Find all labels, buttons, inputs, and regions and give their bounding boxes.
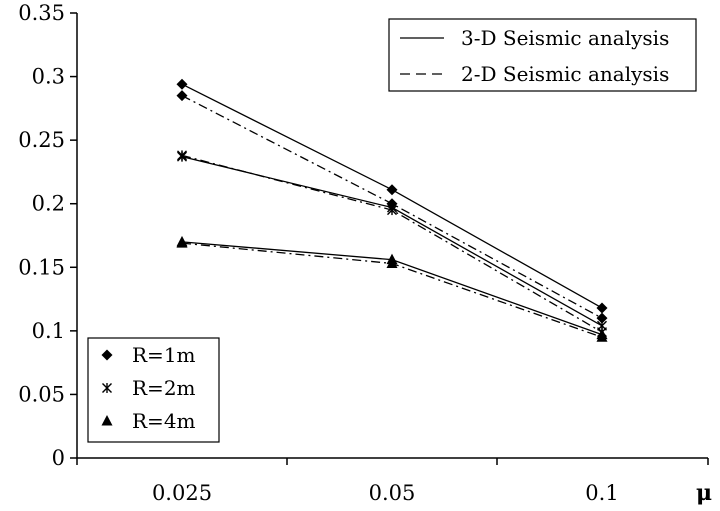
- y-tick-label: 0.2: [32, 192, 65, 216]
- diamond-marker: [176, 78, 188, 90]
- legend-label: R=4m: [132, 409, 196, 433]
- series-line: [181, 156, 603, 327]
- data-markers: [176, 78, 608, 342]
- legend-label: R=1m: [132, 343, 196, 367]
- y-tick-label: 0.1: [32, 319, 65, 343]
- triangle-marker: [596, 331, 608, 342]
- legend-label: 2-D Seismic analysis: [461, 62, 669, 86]
- triangle-marker: [386, 257, 398, 268]
- y-tick-label: 0.25: [18, 128, 65, 152]
- legend-analysis-type: 3-D Seismic analysis 2-D Seismic analysis: [388, 18, 697, 92]
- legend-radius: R=1m R=2m R=4m: [87, 337, 220, 443]
- triangle-marker: [101, 415, 113, 426]
- y-ticks: 0 0.05 0.1 0.15 0.2 0.25 0.3 0.35: [18, 1, 77, 470]
- diamond-marker: [176, 90, 188, 102]
- legend-label: R=2m: [132, 376, 196, 400]
- y-tick-label: 0.35: [18, 1, 65, 25]
- y-tick-label: 0.3: [32, 65, 65, 89]
- diamond-marker: [596, 312, 608, 324]
- x-tick-label: 0.025: [152, 481, 212, 505]
- x-ticks: 0.025 0.05 0.1: [76, 458, 709, 505]
- star-marker: [102, 383, 112, 393]
- diamond-marker: [101, 349, 113, 361]
- x-axis-title: μ: [696, 480, 712, 506]
- star-marker: [177, 150, 187, 161]
- legend-box: [388, 18, 697, 92]
- legend-label: 3-D Seismic analysis: [461, 26, 669, 50]
- series-line: [181, 83, 603, 309]
- star-marker: [387, 205, 397, 216]
- series-line: [181, 154, 603, 333]
- plot-area: [76, 13, 708, 459]
- diamond-marker: [596, 302, 608, 314]
- x-tick-label: 0.05: [369, 481, 416, 505]
- y-tick-label: 0.05: [18, 382, 65, 406]
- x-tick-label: 0.1: [585, 481, 618, 505]
- diamond-marker: [386, 184, 398, 196]
- y-tick-label: 0.15: [18, 255, 65, 279]
- y-tick-label: 0: [52, 446, 65, 470]
- triangle-marker: [176, 237, 188, 248]
